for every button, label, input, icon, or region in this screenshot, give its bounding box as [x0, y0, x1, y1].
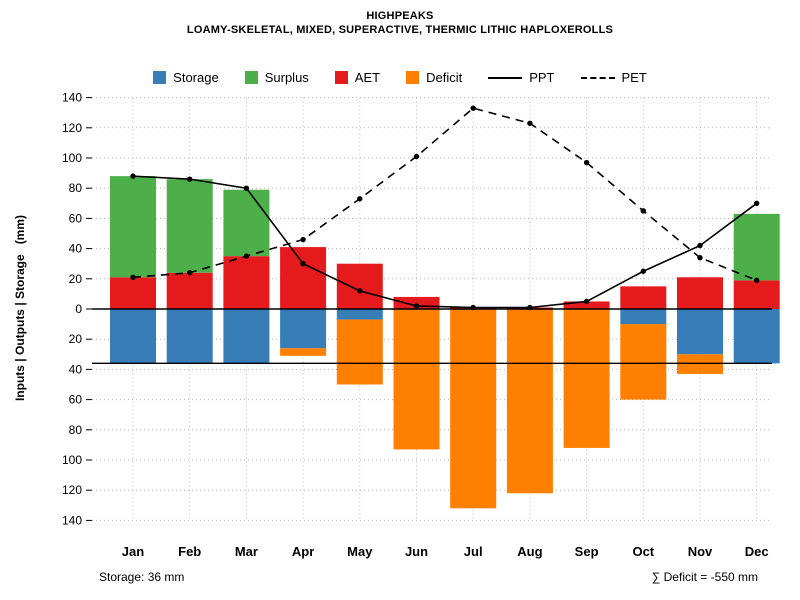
svg-text:20: 20: [69, 272, 83, 286]
legend-item-pet: PET: [580, 70, 647, 85]
svg-text:Sep: Sep: [575, 544, 599, 559]
svg-text:100: 100: [62, 453, 82, 467]
legend-item-deficit: Deficit: [406, 70, 462, 85]
legend-item-ppt: PPT: [488, 70, 555, 85]
svg-text:Nov: Nov: [688, 544, 713, 559]
svg-text:80: 80: [69, 181, 83, 195]
chart-subtitle: LOAMY-SKELETAL, MIXED, SUPERACTIVE, THER…: [186, 24, 614, 36]
ppt-legend-swatch: [488, 76, 523, 79]
bars: [110, 176, 780, 509]
legend-item-storage: Storage: [153, 70, 219, 85]
svg-text:Mar: Mar: [235, 544, 258, 559]
chart-legend: Storage Surplus AET Deficit PPT PET: [0, 70, 800, 85]
svg-text:100: 100: [62, 151, 82, 165]
svg-text:Oct: Oct: [632, 544, 654, 559]
legend-label-ppt: PPT: [529, 70, 555, 85]
svg-text:40: 40: [69, 242, 83, 256]
svg-text:0: 0: [75, 302, 82, 316]
surplus-legend-swatch: [244, 71, 258, 84]
storage-annotation: Storage: 36 mm: [99, 570, 185, 584]
deficit-legend-swatch: [406, 71, 420, 84]
pet-line: [132, 107, 757, 282]
chart-title: HIGHPEAKS: [366, 10, 434, 22]
svg-text:Jan: Jan: [122, 544, 144, 559]
climate-lines: [130, 105, 760, 311]
legend-item-surplus: Surplus: [244, 70, 309, 85]
svg-text:60: 60: [69, 393, 83, 407]
svg-text:Feb: Feb: [178, 544, 201, 559]
y-axis: 140 120 100 80 60 40 20 0 20 40 60 80 100 120 140: [62, 91, 92, 527]
svg-text:60: 60: [69, 211, 83, 225]
svg-text:40: 40: [69, 362, 83, 376]
legend-label-deficit: Deficit: [426, 70, 463, 85]
pet-legend-swatch: [580, 76, 615, 79]
ppt-line: [132, 175, 758, 309]
legend-item-aet: AET: [334, 70, 381, 85]
legend-label-pet: PET: [621, 70, 647, 85]
svg-text:120: 120: [62, 121, 82, 135]
y-axis-label: Inputs | Outputs | Storage (mm): [13, 214, 27, 402]
svg-text:Apr: Apr: [292, 544, 314, 559]
svg-text:Jul: Jul: [464, 544, 483, 559]
svg-text:May: May: [347, 544, 373, 559]
svg-text:Jun: Jun: [405, 544, 428, 559]
legend-label-storage: Storage: [173, 70, 219, 85]
aet-legend-swatch: [334, 71, 348, 84]
x-axis: Jan Feb Mar Apr May Jun Jul Aug Sep Oct Nov Dec: [122, 544, 769, 559]
legend-label-aet: AET: [354, 70, 381, 85]
svg-text:Dec: Dec: [745, 544, 769, 559]
svg-text:140: 140: [62, 513, 82, 527]
storage-legend-swatch: [153, 71, 167, 84]
reference-lines: [92, 308, 772, 365]
svg-text:140: 140: [62, 91, 82, 105]
svg-text:20: 20: [69, 332, 83, 346]
deficit-total-annotation: ∑ Deficit = -550 mm: [651, 570, 758, 584]
svg-text:Aug: Aug: [517, 544, 542, 559]
legend-label-surplus: Surplus: [264, 70, 309, 85]
svg-text:80: 80: [69, 423, 83, 437]
svg-text:120: 120: [62, 483, 82, 497]
